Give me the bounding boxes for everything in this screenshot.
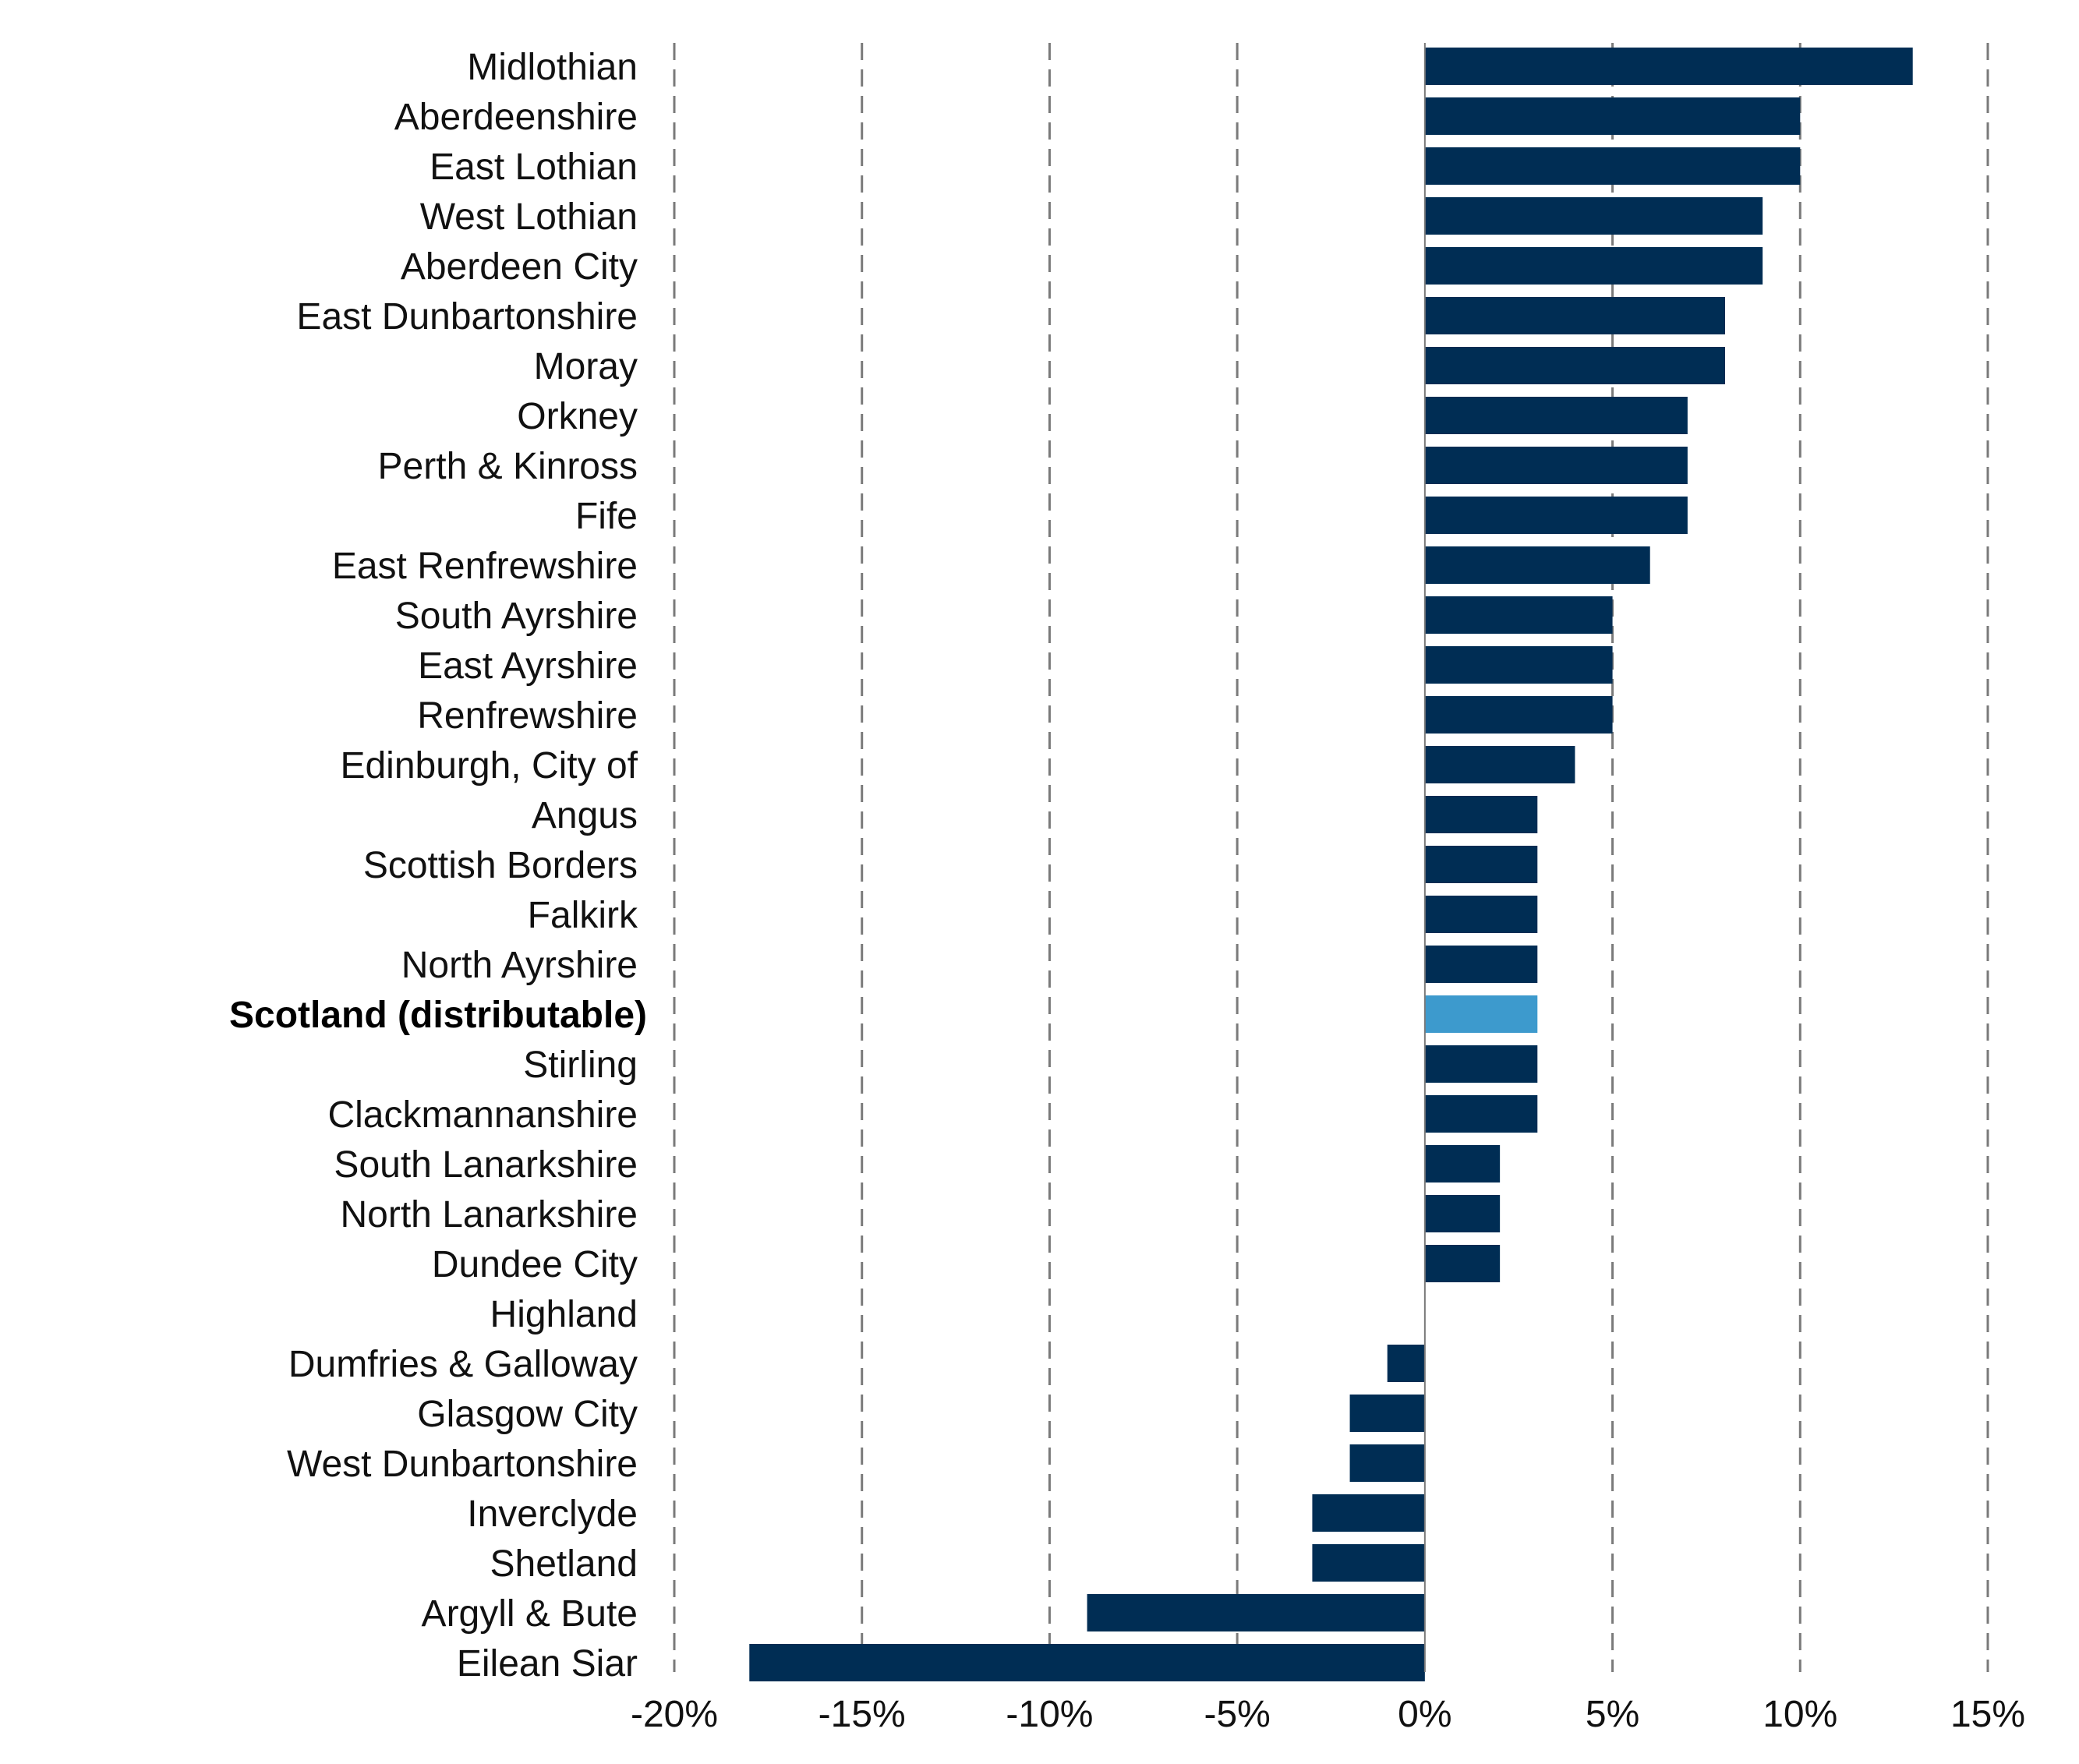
category-label: Highland <box>490 1294 638 1335</box>
bar <box>1424 746 1575 783</box>
bar <box>1424 1045 1538 1083</box>
bar <box>1424 946 1538 983</box>
bar <box>1424 796 1538 833</box>
bar <box>1424 696 1613 734</box>
x-tick-label: -5% <box>1204 1694 1270 1735</box>
bar <box>1424 97 1801 135</box>
category-labels: Midlothian Aberdeenshire East Lothian West … <box>229 47 647 1684</box>
bars <box>749 48 1913 1681</box>
bar <box>1424 147 1801 185</box>
category-label: Aberdeenshire <box>394 97 638 138</box>
category-label: Clackmannanshire <box>327 1094 638 1136</box>
category-label: North Ayrshire <box>401 945 638 986</box>
bar <box>1424 48 1913 85</box>
bar <box>1424 1195 1501 1232</box>
category-label: West Dunbartonshire <box>287 1444 638 1485</box>
bar-highlight <box>1424 995 1538 1033</box>
x-tick-label: -20% <box>631 1694 718 1735</box>
category-label: Argyll & Bute <box>422 1593 638 1635</box>
x-tick-label: -15% <box>819 1694 906 1735</box>
category-label: Dundee City <box>432 1244 638 1285</box>
bar <box>1087 1594 1425 1631</box>
x-axis-tick-labels: -20% -15% -10% -5% 0% 5% 10% 15% <box>631 1694 2025 1735</box>
category-label: East Dunbartonshire <box>296 296 638 338</box>
bar <box>1424 846 1538 883</box>
bar <box>1424 447 1688 484</box>
category-label: Scottish Borders <box>363 845 638 886</box>
category-label: Edinburgh, City of <box>340 745 638 787</box>
bar <box>1424 1145 1501 1182</box>
category-label: North Lanarkshire <box>340 1194 638 1236</box>
bar <box>1424 397 1688 434</box>
category-label: Inverclyde <box>467 1494 638 1535</box>
bar <box>1387 1345 1425 1382</box>
category-label: Fife <box>575 496 638 537</box>
category-label: Renfrewshire <box>417 695 638 737</box>
bar <box>1424 297 1725 334</box>
bar <box>1424 896 1538 933</box>
bar <box>1349 1395 1425 1432</box>
category-label: South Ayrshire <box>395 596 638 637</box>
category-label: South Lanarkshire <box>334 1144 638 1186</box>
bar <box>749 1644 1425 1681</box>
bar <box>1424 197 1763 235</box>
bar <box>1424 497 1688 534</box>
category-label: Shetland <box>490 1543 638 1585</box>
gridlines <box>673 43 1989 1672</box>
bar <box>1424 546 1650 584</box>
category-label: Angus <box>532 795 638 836</box>
category-label: Dumfries & Galloway <box>288 1344 638 1385</box>
category-label: West Lothian <box>420 196 638 238</box>
x-tick-label: 0% <box>1398 1694 1451 1735</box>
category-label: East Ayrshire <box>418 645 638 687</box>
bar <box>1424 1245 1501 1282</box>
category-label-highlight: Scotland (distributable) <box>229 995 647 1036</box>
category-label: East Lothian <box>430 147 638 188</box>
bar <box>1349 1444 1425 1482</box>
category-label: Midlothian <box>467 47 638 88</box>
category-label: East Renfrewshire <box>332 546 638 587</box>
bar <box>1312 1544 1425 1582</box>
x-tick-label: 10% <box>1763 1694 1837 1735</box>
bar <box>1312 1494 1425 1532</box>
category-label: Aberdeen City <box>401 246 638 288</box>
bar <box>1424 596 1613 634</box>
category-label: Glasgow City <box>417 1394 638 1435</box>
category-label: Orkney <box>517 396 638 437</box>
x-tick-label: -10% <box>1006 1694 1093 1735</box>
bar <box>1424 247 1763 285</box>
x-tick-label: 15% <box>1950 1694 2025 1735</box>
category-label: Perth & Kinross <box>378 446 638 487</box>
bar <box>1424 347 1725 384</box>
category-label: Eilean Siar <box>457 1643 638 1684</box>
category-label: Falkirk <box>528 895 638 936</box>
category-label: Moray <box>534 346 638 387</box>
x-tick-label: 5% <box>1586 1694 1639 1735</box>
bar <box>1424 1095 1538 1133</box>
bar <box>1424 646 1613 684</box>
category-label: Stirling <box>523 1045 638 1086</box>
